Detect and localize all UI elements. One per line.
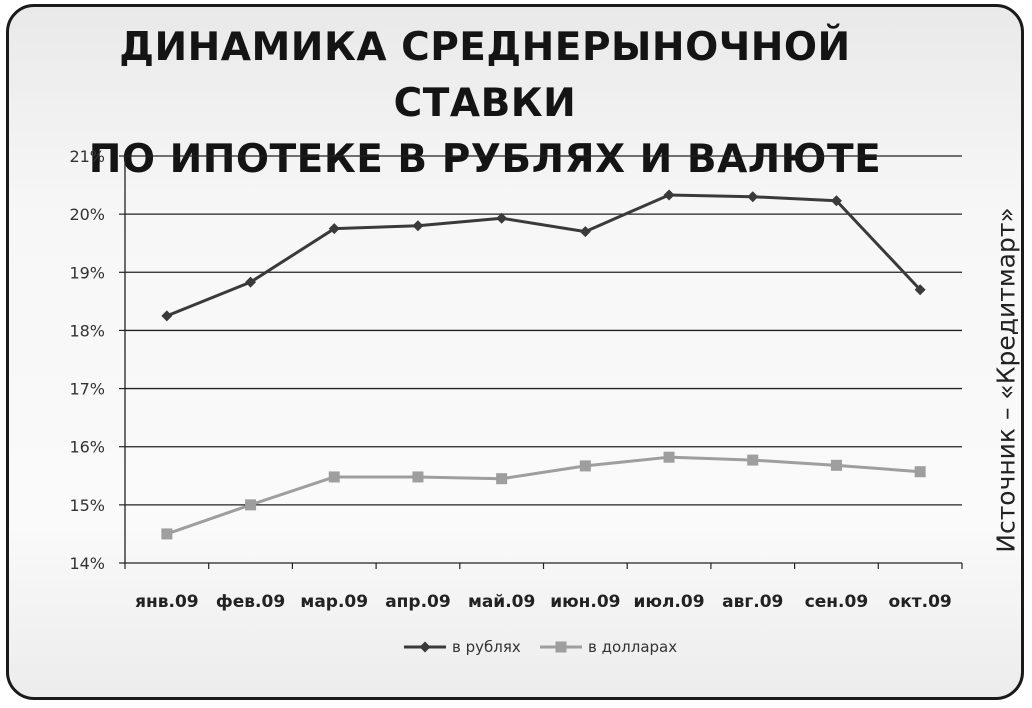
y-tick-label: 19% [69,263,105,282]
y-axis-ticks: 14% 15% 16% 17% 18% 19% 20% 21% [69,147,105,573]
x-tick-label: окт.09 [889,592,952,612]
data-point-square [555,641,567,653]
x-tick-label: сен.09 [805,592,868,612]
x-tick-label: фев.09 [216,592,285,612]
x-tick-label: июл.09 [634,592,705,612]
x-tick-label: май.09 [468,592,535,612]
data-point-diamond [412,220,424,232]
chart-title: ДИНАМИКА СРЕДНЕРЫНОЧНОЙ СТАВКИ ПО ИПОТЕК… [60,20,910,188]
y-tick-label: 21% [69,147,105,166]
x-tick-label: янв.09 [135,592,199,612]
y-tick-label: 18% [69,321,105,340]
data-point-diamond [419,641,431,653]
x-tick-label: мар.09 [300,592,368,612]
data-point-square [496,473,508,485]
x-axis-ticks: янв.09 фев.09 мар.09 апр.09 май.09 июн.09 июл.… [135,592,952,612]
data-point-diamond [496,212,508,224]
series-line-1 [166,193,922,318]
x-tick-label: авг.09 [722,592,783,612]
chart-frame [6,4,1024,700]
data-point-square [747,454,759,466]
data-point-diamond [579,226,591,238]
y-tick-label: 14% [69,554,105,573]
series-line-2 [166,455,921,536]
grid-lines [125,155,962,506]
data-point-square [328,471,340,483]
y-tick-label: 16% [69,438,105,457]
series-markers [161,189,926,540]
y-tick-label: 20% [69,205,105,224]
data-point-square [830,459,842,471]
data-point-diamond [914,284,926,296]
data-point-square [663,451,675,463]
data-point-square [161,528,173,540]
x-tick-label: апр.09 [385,592,451,612]
data-point-square [412,471,424,483]
data-point-square [914,466,926,478]
data-point-diamond [161,310,173,322]
y-tick-label: 15% [69,496,105,515]
data-point-diamond [663,189,675,201]
data-point-square [579,460,591,472]
data-point-diamond [830,195,842,207]
series-lines [166,193,922,536]
data-point-diamond [328,223,340,235]
x-tick-label: июн.09 [550,592,620,612]
legend: в рублях в долларах [404,638,677,656]
y-tick-label: 17% [69,380,105,399]
legend-label-2: в долларах [588,638,677,656]
data-point-square [245,499,257,511]
data-point-diamond [747,191,759,203]
data-point-diamond [245,276,257,288]
axes [119,155,963,569]
chart-title-line-1: ДИНАМИКА СРЕДНЕРЫНОЧНОЙ СТАВКИ [119,25,851,126]
legend-label-1: в рублях [452,638,521,656]
chart-title-line-2: ПО ИПОТЕКЕ В РУБЛЯХ И ВАЛЮТЕ [88,137,882,182]
